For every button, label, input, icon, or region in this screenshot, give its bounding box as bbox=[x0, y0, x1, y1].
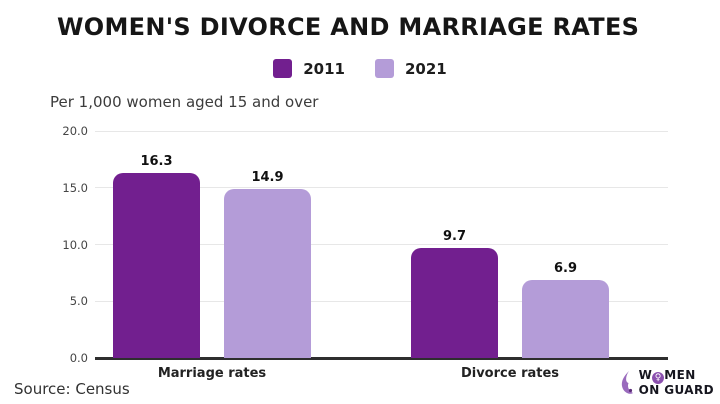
logo-text: W ♀ MEN ON GUARD bbox=[638, 368, 714, 398]
category-label-divorce-rates: Divorce rates bbox=[460, 366, 560, 381]
gridline-20.0 bbox=[95, 130, 668, 132]
legend-swatch-2011 bbox=[273, 59, 293, 78]
bar-2021-marriage-rates bbox=[224, 188, 311, 358]
legend-label-2021: 2021 bbox=[405, 59, 447, 78]
y-axis-tick-label: 0.0 bbox=[69, 351, 88, 365]
x-axis-line bbox=[95, 357, 668, 360]
bar-2011-divorce-rates bbox=[411, 247, 498, 358]
chart-subtitle: Per 1,000 women aged 15 and over bbox=[50, 93, 319, 111]
logo-word1-post: MEN bbox=[664, 368, 696, 382]
legend-item-2021: 2021 bbox=[375, 59, 447, 78]
value-label-2011-divorce-rates: 9.7 bbox=[442, 228, 467, 244]
category-label-marriage-rates: Marriage rates bbox=[157, 366, 267, 381]
y-axis-tick-label: 5.0 bbox=[69, 294, 88, 309]
gridline-15.0 bbox=[95, 187, 668, 189]
y-axis-tick-label: 10.0 bbox=[62, 237, 88, 252]
value-label-2021-divorce-rates: 6.9 bbox=[553, 260, 578, 276]
value-label-2011-marriage-rates: 16.3 bbox=[140, 154, 173, 169]
bar-2011-marriage-rates bbox=[113, 173, 200, 358]
chart-legend: 2011 2021 bbox=[0, 59, 720, 78]
plot-area: 16.3 14.9 Marriage rates 9.7 6.9 Divorce rate… bbox=[95, 130, 668, 381]
woman-flame-icon bbox=[618, 370, 636, 396]
page-title: WOMEN'S DIVORCE AND MARRIAGE RATES bbox=[57, 13, 640, 41]
gridline-10.0 bbox=[95, 244, 668, 245]
women-on-guard-logo: W ♀ MEN ON GUARD bbox=[618, 368, 714, 398]
gridline-5.0 bbox=[95, 300, 668, 302]
legend-item-2011: 2011 bbox=[273, 59, 345, 78]
y-axis-tick-label: 15.0 bbox=[62, 180, 88, 195]
logo-word2: ON GUARD bbox=[638, 383, 714, 397]
female-symbol-icon: ♀ bbox=[652, 372, 665, 384]
value-label-2021-marriage-rates: 14.9 bbox=[251, 169, 284, 185]
legend-swatch-2021 bbox=[375, 59, 394, 78]
y-axis-tick-label: 20.0 bbox=[62, 124, 88, 138]
bar-2021-divorce-rates bbox=[522, 279, 609, 358]
source-text: Source: Census bbox=[14, 380, 130, 398]
legend-label-2011: 2011 bbox=[303, 59, 345, 78]
logo-word1-pre: W bbox=[638, 368, 653, 382]
